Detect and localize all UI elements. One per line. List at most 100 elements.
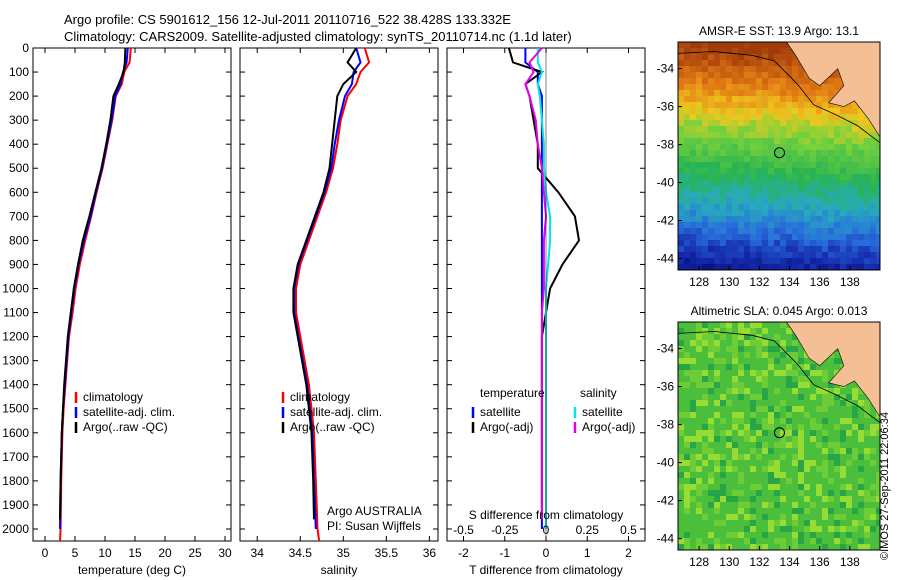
map-cell	[774, 138, 781, 145]
map-cell	[744, 412, 751, 419]
map-cell	[756, 192, 763, 199]
map-cell	[726, 460, 733, 467]
map-cell	[702, 252, 709, 259]
map-cell	[864, 150, 871, 157]
map-cell	[798, 358, 805, 365]
map-cell	[732, 72, 739, 79]
map-cell	[840, 198, 847, 205]
map-cell	[720, 520, 727, 527]
map-cell	[720, 334, 727, 341]
map-cell	[690, 526, 697, 533]
map-cell	[708, 496, 715, 503]
map-cell	[804, 162, 811, 169]
map-cell	[786, 340, 793, 347]
map-cell	[840, 502, 847, 509]
map-cell	[828, 252, 835, 259]
map-cell	[822, 400, 829, 407]
map-cell	[714, 192, 721, 199]
map-cell	[696, 322, 703, 329]
map-cell	[798, 264, 805, 270]
map-cell	[750, 328, 757, 335]
top-x-tick-label: -0.5	[453, 523, 474, 537]
map-cell	[798, 394, 805, 401]
map-cell	[870, 258, 877, 265]
map-cell	[834, 240, 841, 247]
map-cell	[684, 412, 691, 419]
map-cell	[744, 162, 751, 169]
map-cell	[840, 418, 847, 425]
map-cell	[852, 526, 859, 533]
map-cell	[822, 490, 829, 497]
map-y-tick-label: -38	[657, 418, 675, 432]
map-cell	[750, 192, 757, 199]
map-cell	[786, 198, 793, 205]
map-cell	[774, 210, 781, 217]
map-cell	[690, 376, 697, 383]
map-cell	[720, 150, 727, 157]
map-cell	[792, 264, 799, 270]
map-cell	[720, 442, 727, 449]
map-cell	[696, 198, 703, 205]
map-cell	[684, 388, 691, 395]
map-cell	[684, 144, 691, 151]
map-cell	[744, 246, 751, 253]
map-cell	[690, 186, 697, 193]
map-cell	[864, 174, 871, 181]
y-tick-label: 500	[9, 161, 29, 175]
map-cell	[852, 174, 859, 181]
map-cell	[702, 180, 709, 187]
map-cell	[822, 198, 829, 205]
map-cell	[762, 84, 769, 91]
map-cell	[768, 514, 775, 521]
map-cell	[720, 508, 727, 515]
map-x-tick-label: 128	[689, 555, 709, 569]
map-cell	[750, 448, 757, 455]
map-cell	[840, 532, 847, 539]
map-cell	[696, 466, 703, 473]
map-cell	[732, 168, 739, 175]
map-cell	[798, 72, 805, 79]
map-cell	[858, 508, 865, 515]
map-cell	[774, 258, 781, 265]
map-cell	[774, 222, 781, 229]
map-cell	[690, 126, 697, 133]
map-cell	[816, 448, 823, 455]
map-cell	[774, 228, 781, 235]
map-cell	[852, 186, 859, 193]
map-cell	[708, 430, 715, 437]
map-cell	[744, 210, 751, 217]
map-frame	[677, 321, 881, 551]
map-cell	[762, 228, 769, 235]
map-cell	[822, 484, 829, 491]
map-cell	[852, 490, 859, 497]
map-cell	[852, 484, 859, 491]
map-cell	[750, 340, 757, 347]
map-cell	[702, 48, 709, 55]
map-cell	[792, 508, 799, 515]
map-cell	[816, 514, 823, 521]
map-cell	[726, 466, 733, 473]
map-cell	[846, 382, 853, 389]
map-cell	[780, 234, 787, 241]
map-cell	[702, 174, 709, 181]
map-cell	[690, 252, 697, 259]
map-cell	[780, 454, 787, 461]
map-cell	[876, 538, 880, 545]
map-cell	[804, 78, 811, 85]
map-cell	[870, 436, 877, 443]
map-cell	[678, 126, 685, 133]
map-cell	[804, 174, 811, 181]
y-tick-label: 900	[9, 257, 29, 271]
map-cell	[726, 186, 733, 193]
map-cell	[756, 460, 763, 467]
map-cell	[732, 246, 739, 253]
map-cell	[768, 90, 775, 97]
map-cell	[798, 514, 805, 521]
map-cell	[696, 334, 703, 341]
map-cell	[720, 430, 727, 437]
map-cell	[726, 358, 733, 365]
map-cell	[750, 352, 757, 359]
map-cell	[822, 430, 829, 437]
map-cell	[732, 42, 739, 49]
map-cell	[834, 496, 841, 503]
